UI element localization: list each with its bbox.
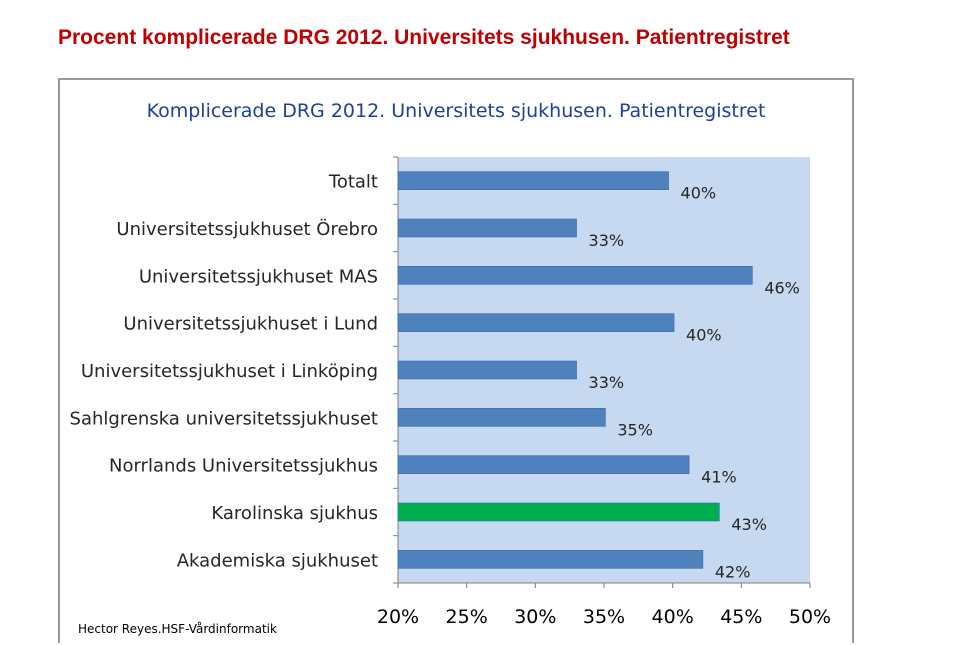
bar — [397, 171, 669, 190]
category-label: Sahlgrenska universitetssjukhuset — [70, 408, 378, 429]
data-label: 42% — [715, 562, 751, 581]
data-label: 35% — [617, 420, 653, 439]
x-tick-label: 40% — [652, 606, 694, 628]
x-tick-label: 45% — [720, 606, 762, 628]
chart-frame: Komplicerade DRG 2012. Universitets sjuk… — [58, 78, 854, 643]
category-label: Universitetssjukhuset Örebro — [116, 218, 378, 240]
chart-title: Komplicerade DRG 2012. Universitets sjuk… — [146, 100, 766, 122]
x-tick-label: 35% — [583, 606, 625, 628]
page-title: Procent komplicerade DRG 2012. Universit… — [58, 26, 790, 49]
x-tick-label: 50% — [789, 606, 831, 628]
category-label: Universitetssjukhuset i Lund — [123, 314, 378, 335]
x-tick-label: 20% — [377, 606, 419, 628]
bar — [397, 218, 577, 238]
bar-chart: 20% 25% 30% 35% 40% 45% 50% Totalt 40% Universite… — [70, 156, 831, 628]
category-label: Totalt — [328, 172, 378, 193]
x-tick-label: 30% — [514, 606, 556, 628]
data-label: 46% — [764, 278, 800, 297]
category-label: Akademiska sjukhuset — [177, 550, 378, 571]
bar — [397, 266, 753, 285]
x-tick-label: 25% — [446, 606, 488, 628]
data-label: 33% — [589, 231, 625, 250]
bar — [397, 360, 577, 380]
bar — [397, 408, 606, 427]
bar — [397, 502, 720, 522]
bar — [397, 313, 675, 332]
data-label: 43% — [731, 515, 767, 534]
data-label: 41% — [701, 468, 737, 487]
data-label: 40% — [686, 326, 722, 345]
category-label: Universitetssjukhuset MAS — [139, 266, 378, 287]
category-label: Norrlands Universitetssjukhus — [109, 456, 378, 477]
data-label: 33% — [589, 373, 625, 392]
footer-credit: Hector Reyes.HSF-Vårdinformatik — [78, 622, 277, 636]
category-label: Karolinska sjukhus — [211, 503, 378, 524]
bar — [397, 455, 690, 474]
data-label: 40% — [681, 184, 717, 203]
category-label: Universitetssjukhuset i Linköping — [81, 361, 378, 382]
bar — [397, 550, 704, 569]
